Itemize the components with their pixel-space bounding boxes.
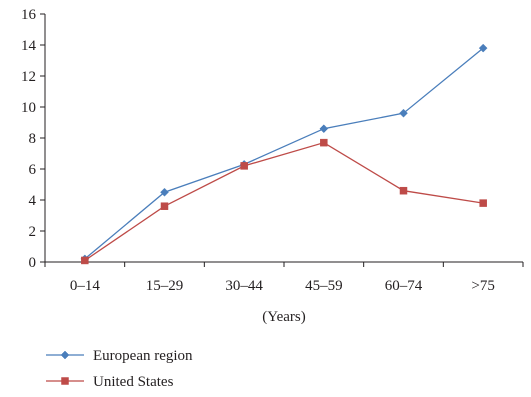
data-point [478, 43, 488, 53]
legend-label: United States [93, 374, 174, 390]
data-point [320, 138, 328, 147]
data-point [399, 108, 408, 118]
x-tick-label: 60–74 [385, 278, 423, 294]
y-tick-label: 8 [29, 131, 37, 147]
data-point [81, 256, 89, 265]
y-tick-label: 2 [29, 224, 37, 240]
y-tick-label: 12 [21, 69, 36, 85]
x-tick-label: 30–44 [225, 278, 263, 294]
series-european-region [80, 43, 488, 264]
y-tick-label: 16 [21, 7, 37, 23]
x-tick-label: 15–29 [146, 278, 184, 294]
data-point [319, 124, 329, 134]
x-axis: 0–14 15–29 30–44 45–59 60–74 >75 (Years) [44, 261, 524, 325]
data-point [160, 202, 169, 210]
series-line [84, 141, 484, 261]
x-axis-title: (Years) [262, 309, 305, 325]
data-point [479, 199, 487, 207]
x-tick-label: 45–59 [305, 278, 343, 294]
series-line [84, 47, 484, 260]
legend-marker [61, 377, 69, 385]
x-tick-label: >75 [471, 278, 494, 294]
data-point [160, 187, 169, 197]
y-tick-label: 0 [29, 255, 37, 271]
y-tick-label: 6 [29, 162, 37, 178]
legend-item: United States [46, 374, 174, 390]
legend-item: European region [46, 348, 193, 364]
y-tick-label: 10 [21, 100, 36, 116]
data-point [240, 162, 248, 170]
legend-label: European region [93, 348, 193, 364]
x-tick-label: 0–14 [70, 278, 101, 294]
y-axis: 0 2 4 6 8 10 12 14 16 [21, 7, 46, 271]
x-ticks: 0–14 15–29 30–44 45–59 60–74 >75 [44, 262, 524, 294]
y-ticks: 0 2 4 6 8 10 12 14 16 [21, 7, 45, 271]
legend-marker [60, 350, 70, 360]
y-tick-label: 14 [21, 38, 37, 54]
series-layer [80, 43, 488, 265]
series-united-states [81, 138, 487, 265]
legend: European region United States [46, 348, 193, 390]
y-tick-label: 4 [29, 193, 37, 209]
data-point [399, 186, 408, 195]
